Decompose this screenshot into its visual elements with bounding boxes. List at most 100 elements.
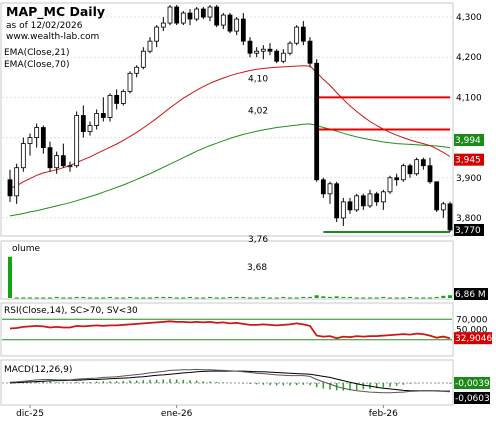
candle-body — [227, 14, 233, 32]
candle-body — [260, 48, 266, 52]
volume-bar — [328, 296, 332, 298]
candle-body — [54, 155, 60, 169]
price-tick-label: 4,300 — [456, 13, 482, 23]
candle — [14, 163, 20, 204]
candle — [420, 157, 426, 170]
volume-bar — [161, 296, 166, 298]
volume-pane-frame — [0, 240, 454, 300]
candle-body — [374, 193, 380, 203]
macd-layer — [2, 368, 452, 394]
candle — [334, 181, 340, 222]
volume-bar — [281, 296, 286, 298]
candle — [214, 5, 220, 28]
candle — [74, 111, 80, 168]
candle-body — [174, 6, 180, 24]
candle — [407, 163, 413, 178]
legend-ema70: EMA(Close,70) — [4, 60, 69, 70]
candle-body — [267, 48, 273, 52]
volume-bar — [441, 295, 446, 298]
volume-bar — [234, 296, 239, 298]
candle — [247, 37, 253, 58]
candle-body — [34, 127, 40, 138]
volume-bar — [254, 297, 259, 299]
candles-layer — [7, 5, 453, 232]
candle-body — [160, 22, 166, 28]
candle-body — [207, 6, 213, 18]
volume-bar — [194, 297, 199, 299]
candle — [80, 105, 86, 138]
volume-bar — [414, 297, 419, 299]
volume-bar — [221, 297, 226, 299]
macd-pane-frame — [0, 359, 454, 406]
candle-body — [407, 165, 413, 175]
candle — [280, 49, 286, 64]
ema70-line — [9, 123, 451, 217]
candle-body — [120, 90, 126, 104]
candle — [287, 41, 293, 56]
volume-bars-layer — [8, 256, 452, 299]
horizontal-level-label: 4,10 — [248, 74, 268, 84]
volume-bar — [34, 297, 39, 299]
candle-body — [447, 203, 453, 231]
rsi-layer — [2, 318, 452, 341]
horizontal-level-label: 4,02 — [248, 107, 268, 117]
candle — [267, 43, 273, 56]
volume-bar — [374, 297, 379, 299]
rsi-tag-bg — [454, 332, 492, 345]
price-value-tag-bg — [454, 223, 484, 236]
horizontal-lines-layer: 4,10 4,02 3,76 — [248, 74, 450, 245]
volume-bar — [14, 297, 19, 299]
candle — [7, 169, 13, 202]
volume-bar — [108, 296, 112, 298]
candle — [180, 11, 186, 26]
candle-body — [194, 8, 200, 20]
candle-body — [274, 50, 280, 62]
rsi-pane-frame — [0, 302, 454, 357]
candle — [94, 109, 100, 130]
volume-bar — [268, 297, 272, 299]
volume-bar — [181, 297, 186, 299]
price-value-tag: 3,945 — [455, 156, 481, 166]
volume-level-label: 3,68 — [247, 263, 267, 273]
candle-body — [80, 115, 86, 132]
candle — [327, 181, 333, 204]
candle-body — [400, 165, 406, 181]
candle — [140, 47, 146, 70]
candle — [374, 191, 380, 206]
candle-body — [87, 125, 93, 132]
candle — [194, 7, 200, 22]
candle — [67, 161, 73, 172]
candle-body — [247, 40, 253, 54]
rsi-tick-label: 70,000 — [456, 315, 488, 325]
candle-body — [420, 159, 426, 167]
volume-bar — [208, 296, 212, 298]
candle-body — [167, 6, 173, 24]
candle-body — [307, 40, 313, 64]
candle — [340, 197, 346, 226]
ema21-line-layer — [9, 65, 451, 189]
candle — [167, 5, 173, 26]
price-tick-label: 4,100 — [456, 93, 482, 103]
candle-body — [74, 115, 80, 167]
volume-bar — [308, 296, 312, 298]
volume-bar — [188, 296, 192, 298]
candle — [387, 175, 393, 194]
volume-bar — [388, 297, 392, 299]
volume-bar — [8, 256, 12, 298]
volume-bar — [334, 296, 339, 298]
volume-bar — [101, 297, 106, 299]
candle — [114, 89, 120, 110]
candle-body — [360, 195, 366, 207]
candle — [87, 121, 93, 136]
candle — [234, 17, 240, 36]
volume-bar — [394, 297, 399, 299]
candle-body — [114, 94, 120, 104]
volume-bar — [294, 297, 299, 299]
chart-source: www.wealth-lab.com — [6, 32, 99, 42]
candle — [160, 17, 166, 32]
candle — [34, 123, 40, 148]
candle — [227, 13, 233, 34]
volume-bar — [361, 297, 366, 299]
volume-bar — [121, 297, 126, 299]
